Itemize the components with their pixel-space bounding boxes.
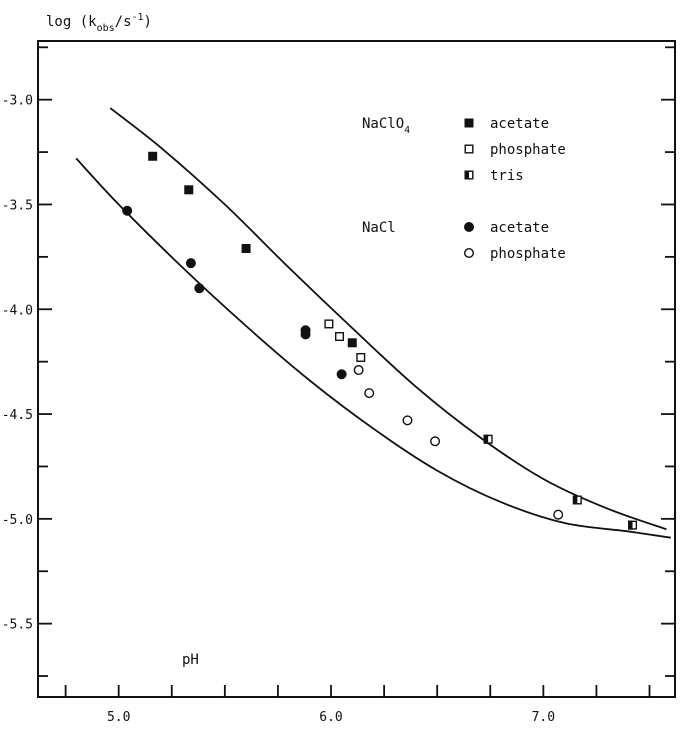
data-point	[347, 338, 357, 348]
y-tick-label: -5.0	[2, 513, 33, 528]
data-point	[324, 319, 334, 329]
data-point	[628, 520, 638, 530]
axis-ticks: -3.0 -3.5 -4.0 -4.5 -5.0 -5.5 5.0 6.0 7.0	[2, 46, 675, 725]
legend-label: tris	[490, 168, 524, 184]
data-point	[402, 415, 413, 426]
data-point	[353, 365, 364, 376]
legend-label: phosphate	[490, 246, 566, 262]
legend-marker	[464, 222, 474, 232]
y-tick-label: -5.5	[2, 618, 33, 633]
legend-label: phosphate	[490, 142, 566, 158]
x-tick-label: 6.0	[319, 710, 342, 725]
y-tick-label: -3.0	[2, 94, 33, 109]
data-point	[335, 332, 345, 342]
data-points	[122, 151, 638, 530]
data-point	[430, 436, 441, 447]
data-point	[553, 509, 564, 520]
legend-marker	[464, 118, 474, 128]
data-point	[300, 329, 311, 340]
legend-group-title: NaCl	[362, 220, 396, 236]
data-point	[483, 434, 493, 444]
legend-marker	[464, 170, 474, 180]
y-axis-title: log (kobs/s-1)	[46, 12, 152, 34]
x-axis-title: pH	[182, 652, 199, 668]
legend-group-title: NaClO4	[362, 116, 410, 136]
data-point	[185, 258, 196, 269]
y-tick-label: -4.5	[2, 408, 33, 423]
data-point	[184, 185, 194, 195]
data-point	[122, 205, 133, 216]
plot-frame	[37, 40, 676, 698]
y-tick-label: -3.5	[2, 198, 33, 213]
x-tick-label: 5.0	[107, 710, 130, 725]
y-tick-label: -4.0	[2, 303, 33, 318]
x-tick-label: 7.0	[532, 710, 555, 725]
data-point	[356, 352, 366, 362]
legend: NaClO4 acetate phosphate tris NaCl acetate pho…	[362, 116, 566, 262]
data-point	[336, 369, 347, 380]
fit-curve	[109, 107, 667, 531]
legend-label: acetate	[490, 220, 549, 236]
legend-marker	[464, 144, 474, 154]
data-point	[241, 243, 251, 253]
data-point	[194, 283, 205, 294]
data-point	[364, 388, 375, 399]
legend-label: acetate	[490, 116, 549, 132]
fit-curves	[75, 107, 671, 539]
data-point	[572, 495, 582, 505]
fit-curve	[75, 157, 671, 539]
legend-marker	[464, 247, 475, 258]
data-point	[148, 151, 158, 161]
